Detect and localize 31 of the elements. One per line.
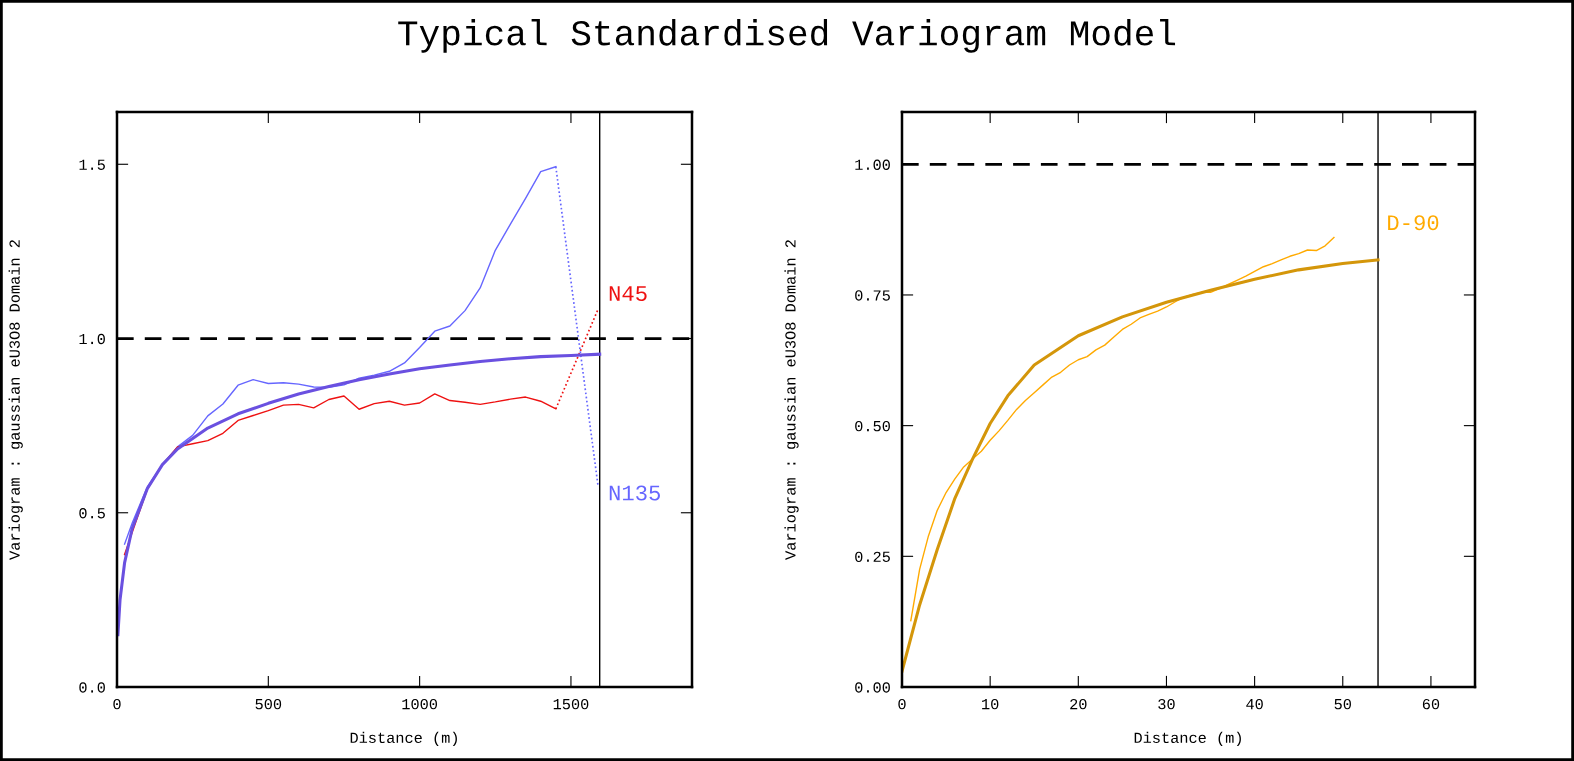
y-tick-label: 0.00	[855, 682, 890, 693]
x-axis-title: Distance (m)	[1134, 731, 1241, 747]
x-tick-label: 500	[255, 698, 282, 710]
line-series	[910, 236, 1335, 622]
y-tick-label: 0.75	[855, 290, 890, 301]
x-tick-label: 1500	[553, 698, 589, 710]
x-tick-label: 0	[113, 698, 121, 710]
x-tick-label: 30	[1158, 698, 1175, 710]
y-tick-label: 1.0	[79, 333, 105, 345]
y-tick-label: 1.00	[855, 159, 890, 170]
text: N45	[609, 286, 647, 302]
x-tick-label: 50	[1334, 698, 1351, 710]
text: N135	[609, 485, 660, 501]
x-tick-label: 60	[1422, 698, 1440, 710]
x-axis-title: Distance (m)	[350, 731, 457, 747]
y-tick-label: 0.25	[855, 551, 890, 562]
line-series	[902, 258, 1380, 673]
y-tick-label: 1.5	[79, 159, 105, 170]
x-tick-label: 40	[1246, 698, 1263, 710]
y-tick-label: 0.5	[79, 508, 105, 519]
x-tick-label: 1000	[402, 698, 438, 710]
x-tick-label: 20	[1070, 698, 1087, 710]
text: D-90	[1388, 215, 1439, 231]
y-axis-title: Variogram : gaussian eU3O8 Domain 2	[8, 240, 23, 560]
line-series	[117, 352, 602, 637]
x-tick-label: 0	[898, 698, 906, 710]
x-tick-label: 10	[982, 698, 999, 710]
text: Typical Standardised Variogram Model	[398, 19, 1176, 53]
y-tick-label: 0.0	[79, 682, 105, 693]
y-tick-label: 0.50	[855, 420, 890, 432]
y-axis-title: Variogram : gaussian eU3O8 Domain 2	[784, 240, 799, 560]
